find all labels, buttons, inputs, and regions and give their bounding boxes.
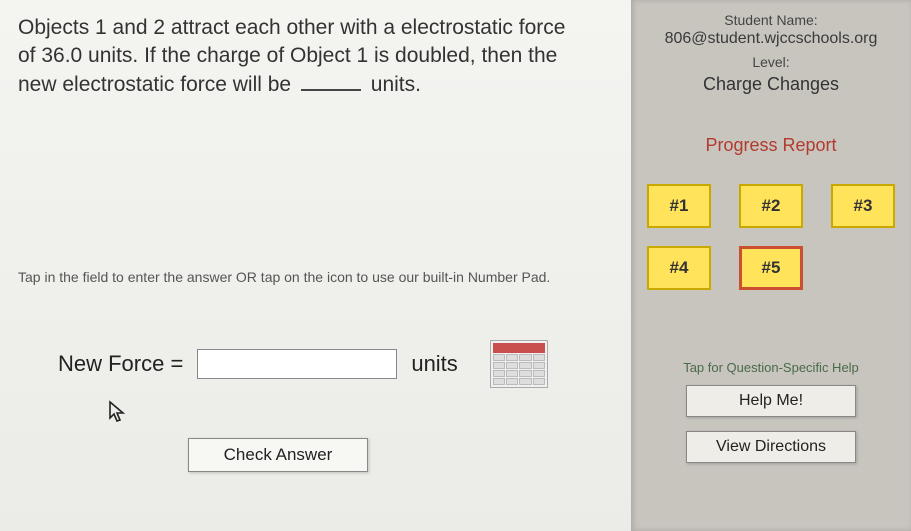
- answer-input[interactable]: [197, 349, 397, 379]
- progress-tile-1[interactable]: #1: [647, 184, 711, 228]
- student-name-label: Student Name:: [645, 12, 897, 28]
- check-answer-button[interactable]: Check Answer: [188, 438, 368, 472]
- answer-units: units: [411, 351, 457, 377]
- progress-tile-5[interactable]: #5: [739, 246, 803, 290]
- question-text: Objects 1 and 2 attract each other with …: [18, 14, 598, 99]
- answer-row: New Force = units: [18, 340, 613, 388]
- progress-report-title: Progress Report: [645, 135, 897, 156]
- answer-label: New Force =: [58, 351, 183, 377]
- question-line3b: units.: [365, 73, 421, 96]
- question-line3a: new electrostatic force will be: [18, 73, 297, 96]
- question-panel: Objects 1 and 2 attract each other with …: [0, 0, 631, 531]
- sidebar: Student Name: 806@student.wjccschools.or…: [631, 0, 911, 531]
- input-hint: Tap in the field to enter the answer OR …: [18, 269, 613, 285]
- progress-grid: #1 #2 #3 #4 #5: [645, 184, 897, 290]
- help-me-button[interactable]: Help Me!: [686, 385, 856, 417]
- progress-tile-3[interactable]: #3: [831, 184, 895, 228]
- level-label: Level:: [645, 54, 897, 70]
- numpad-icon[interactable]: [490, 340, 548, 388]
- question-blank: [301, 89, 361, 91]
- level-name: Charge Changes: [645, 74, 897, 95]
- question-line2: of 36.0 units. If the charge of Object 1…: [18, 44, 557, 67]
- student-email: 806@student.wjccschools.org: [645, 30, 897, 48]
- help-hint: Tap for Question-Specific Help: [645, 360, 897, 375]
- cursor-icon: [108, 400, 613, 430]
- progress-tile-2[interactable]: #2: [739, 184, 803, 228]
- progress-tile-4[interactable]: #4: [647, 246, 711, 290]
- question-line1: Objects 1 and 2 attract each other with …: [18, 16, 565, 39]
- view-directions-button[interactable]: View Directions: [686, 431, 856, 463]
